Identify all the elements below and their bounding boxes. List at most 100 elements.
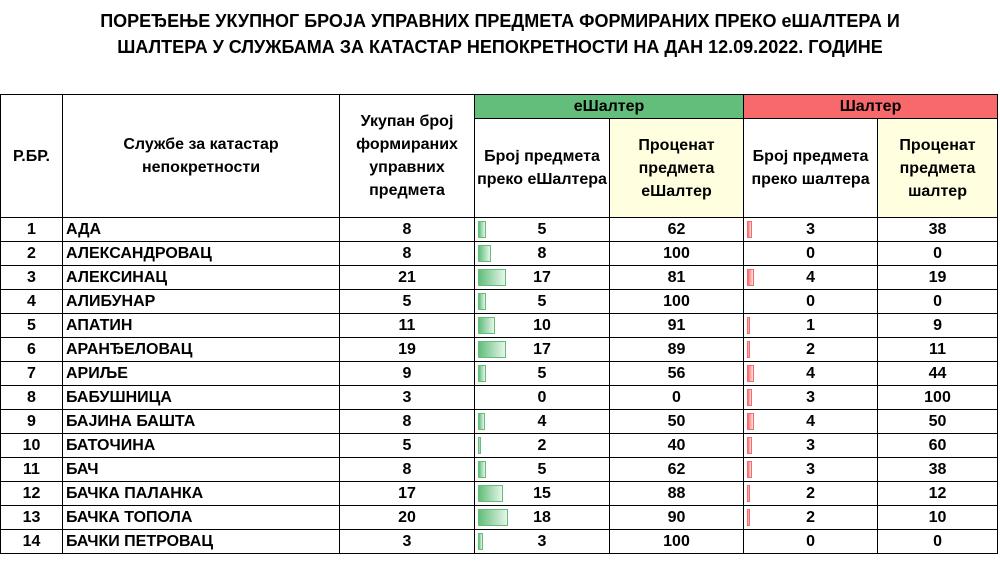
row-total: 17 <box>339 481 475 506</box>
row-e-count-databar <box>478 509 508 526</box>
row-total: 5 <box>339 289 475 314</box>
row-e-percent: 40 <box>608 433 745 458</box>
table-row: 12 БАЧКА ПАЛАНКА 17 15 88 2 12 <box>0 481 999 506</box>
row-s-percent: 60 <box>877 433 999 458</box>
table-row: 3 АЛЕКСИНАЦ 21 17 81 4 19 <box>0 265 999 290</box>
row-service-name: АРИЉЕ <box>62 361 340 386</box>
row-total: 3 <box>339 529 475 554</box>
row-s-count-value: 0 <box>806 245 815 262</box>
header-service: Службе за катастар непокретности <box>62 94 340 218</box>
row-e-count: 5 <box>474 361 610 386</box>
row-s-count: 2 <box>743 337 879 362</box>
header-s-count: Број предмета преко шалтера <box>743 118 879 218</box>
header-rbr: Р.БР. <box>0 94 63 218</box>
row-s-count-databar <box>747 341 751 358</box>
row-s-count-databar <box>747 317 751 334</box>
row-s-count: 3 <box>743 385 879 410</box>
row-e-count-value: 3 <box>537 533 547 550</box>
row-e-percent: 0 <box>608 385 745 410</box>
row-s-percent: 0 <box>877 241 999 266</box>
row-e-count-value: 2 <box>537 437 547 454</box>
row-e-count: 17 <box>474 265 610 290</box>
row-s-percent: 44 <box>877 361 999 386</box>
table-row: 2 АЛЕКСАНДРОВАЦ 8 8 100 0 0 <box>0 241 999 266</box>
row-s-count: 0 <box>743 289 879 314</box>
row-rbr: 1 <box>0 217 63 242</box>
table-row: 9 БАЈИНА БАШТА 8 4 50 4 50 <box>0 409 999 434</box>
row-s-count: 3 <box>743 457 879 482</box>
row-total: 21 <box>339 265 475 290</box>
row-e-percent: 88 <box>608 481 745 506</box>
row-e-percent: 100 <box>608 241 745 266</box>
table-row: 6 АРАНЂЕЛОВАЦ 19 17 89 2 11 <box>0 337 999 362</box>
row-service-name: АЛИБУНАР <box>62 289 340 314</box>
row-e-count-value: 18 <box>533 509 551 526</box>
table-row: 7 АРИЉЕ 9 5 56 4 44 <box>0 361 999 386</box>
row-e-count: 2 <box>474 433 610 458</box>
header-s-percent: Проценат предмета шалтер <box>877 118 999 218</box>
row-e-count-value: 5 <box>537 221 547 238</box>
row-e-count-value: 17 <box>533 269 551 286</box>
row-rbr: 3 <box>0 265 63 290</box>
table-row: 5 АПАТИН 11 10 91 1 9 <box>0 313 999 338</box>
title-line-2: ШАЛТЕРА У СЛУЖБАМА ЗА КАТАСТАР НЕПОКРЕТН… <box>117 37 883 57</box>
row-s-count-value: 3 <box>806 437 815 454</box>
row-e-count-databar <box>478 413 485 430</box>
row-service-name: БАТОЧИНА <box>62 433 340 458</box>
row-s-percent: 38 <box>877 457 999 482</box>
row-s-count-databar <box>747 509 751 526</box>
row-s-count-value: 4 <box>806 413 815 430</box>
row-s-percent: 0 <box>877 289 999 314</box>
row-e-percent: 89 <box>608 337 745 362</box>
row-s-percent: 12 <box>877 481 999 506</box>
row-s-count: 3 <box>743 433 879 458</box>
row-rbr: 8 <box>0 385 63 410</box>
row-total: 9 <box>339 361 475 386</box>
row-s-count: 1 <box>743 313 879 338</box>
row-e-percent: 91 <box>608 313 745 338</box>
row-e-count-databar <box>478 341 506 358</box>
row-e-count: 5 <box>474 457 610 482</box>
row-e-count: 5 <box>474 289 610 314</box>
table-row: 8 БАБУШНИЦА 3 0 0 3 100 <box>0 385 999 410</box>
row-s-percent: 50 <box>877 409 999 434</box>
comparison-table: Р.БР. Службе за катастар непокретности У… <box>0 94 999 554</box>
row-total: 11 <box>339 313 475 338</box>
row-service-name: АПАТИН <box>62 313 340 338</box>
header-e-count: Број предмета преко еШалтера <box>474 118 610 218</box>
row-rbr: 7 <box>0 361 63 386</box>
title-line-1: ПОРЕЂЕЊЕ УКУПНОГ БРОЈА УПРАВНИХ ПРЕДМЕТА… <box>100 11 900 31</box>
row-e-count-databar <box>478 269 506 286</box>
row-s-count: 3 <box>743 217 879 242</box>
row-s-count: 4 <box>743 265 879 290</box>
row-s-count: 4 <box>743 361 879 386</box>
row-total: 8 <box>339 217 475 242</box>
row-s-count: 2 <box>743 505 879 530</box>
row-s-percent: 10 <box>877 505 999 530</box>
row-service-name: АРАНЂЕЛОВАЦ <box>62 337 340 362</box>
row-e-count: 15 <box>474 481 610 506</box>
row-s-count-databar <box>747 437 753 454</box>
row-s-count-value: 1 <box>806 317 815 334</box>
table-row: 13 БАЧКА ТОПОЛА 20 18 90 2 10 <box>0 505 999 530</box>
row-s-count-value: 0 <box>806 533 815 550</box>
row-total: 8 <box>339 409 475 434</box>
row-s-count-value: 4 <box>806 269 815 286</box>
row-e-count-value: 5 <box>537 461 547 478</box>
row-e-count-value: 15 <box>533 485 551 502</box>
row-e-count-databar <box>478 533 483 550</box>
row-total: 20 <box>339 505 475 530</box>
row-e-count-databar <box>478 245 491 262</box>
row-s-percent: 38 <box>877 217 999 242</box>
row-s-count: 2 <box>743 481 879 506</box>
row-e-count: 17 <box>474 337 610 362</box>
row-s-count-databar <box>747 389 753 406</box>
row-rbr: 11 <box>0 457 63 482</box>
row-s-count-value: 4 <box>806 365 815 382</box>
row-s-count-databar <box>747 269 755 286</box>
row-rbr: 9 <box>0 409 63 434</box>
row-e-count-databar <box>478 221 486 238</box>
row-e-count: 4 <box>474 409 610 434</box>
row-rbr: 2 <box>0 241 63 266</box>
row-rbr: 13 <box>0 505 63 530</box>
